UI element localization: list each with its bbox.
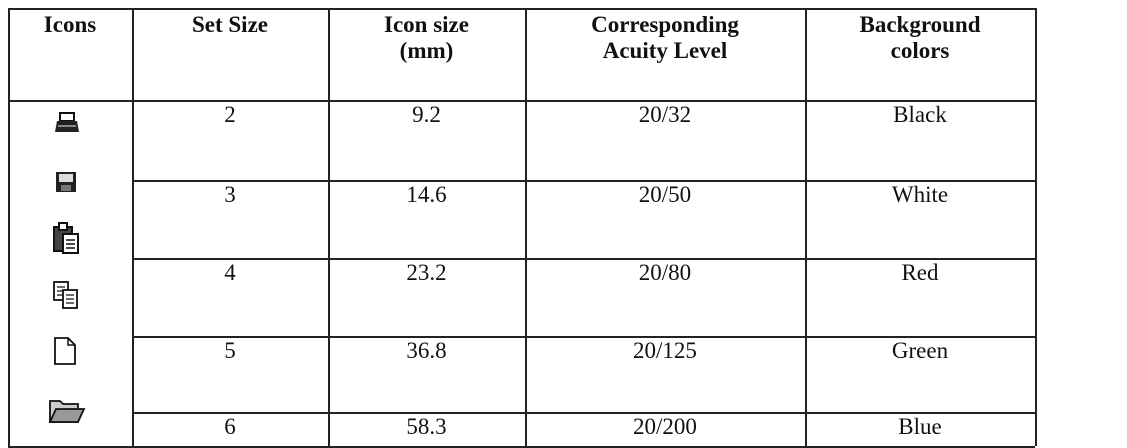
row-line xyxy=(132,412,1035,414)
data-cell: 6 xyxy=(224,414,236,439)
data-cell: 3 xyxy=(224,182,236,207)
border xyxy=(8,446,1035,448)
data-cell: 14.6 xyxy=(406,182,447,207)
border xyxy=(8,8,1035,10)
data-cell: Red xyxy=(901,260,939,285)
data-cell: 4 xyxy=(224,260,236,285)
data-cell: Blue xyxy=(898,414,942,439)
col-line xyxy=(132,8,134,446)
new-page-icon xyxy=(54,337,76,365)
data-cell: 20/200 xyxy=(633,414,697,439)
printer-icon xyxy=(55,112,79,132)
row-line xyxy=(132,180,1035,182)
header-text: Set Size xyxy=(191,12,268,37)
floppy-icon xyxy=(56,172,76,192)
col-line xyxy=(328,8,330,446)
data-cell: 20/80 xyxy=(638,260,692,285)
paste-icon xyxy=(53,222,79,254)
header-cell: Set Size xyxy=(132,8,328,38)
header-cell: Corresponding Acuity Level xyxy=(525,8,805,64)
header-text: Acuity Level xyxy=(602,38,728,63)
data-cell: Green xyxy=(891,338,949,363)
row-line xyxy=(8,100,1035,102)
data-cell: 23.2 xyxy=(406,260,447,285)
header-cell: Icon size (mm) xyxy=(328,8,525,64)
row-line xyxy=(132,336,1035,338)
header-cell: Background colors xyxy=(805,8,1035,64)
header-text: Corresponding xyxy=(591,12,739,37)
header-text: Background xyxy=(859,12,981,37)
data-cell: 5 xyxy=(224,338,236,363)
data-cell: White xyxy=(891,182,949,207)
header-text: (mm) xyxy=(399,38,454,63)
data-cell: 20/125 xyxy=(633,338,697,363)
data-cell: 20/50 xyxy=(638,182,692,207)
row-line xyxy=(132,258,1035,260)
header-text: Icons xyxy=(43,12,97,37)
folder-icon xyxy=(48,400,86,423)
data-cell: 2 xyxy=(224,102,236,127)
col-line xyxy=(1035,8,1037,446)
data-cell: 9.2 xyxy=(412,102,441,127)
data-cell: 58.3 xyxy=(406,414,447,439)
col-line xyxy=(525,8,527,446)
col-line xyxy=(8,8,10,446)
data-cell: 36.8 xyxy=(406,338,447,363)
copy-icon xyxy=(53,281,78,309)
data-cell: 20/32 xyxy=(638,102,692,127)
header-cell: Icons xyxy=(8,8,132,38)
header-text: colors xyxy=(890,38,950,63)
header-text: Icon size xyxy=(384,12,469,37)
data-cell: Black xyxy=(893,102,947,127)
col-line xyxy=(805,8,807,446)
